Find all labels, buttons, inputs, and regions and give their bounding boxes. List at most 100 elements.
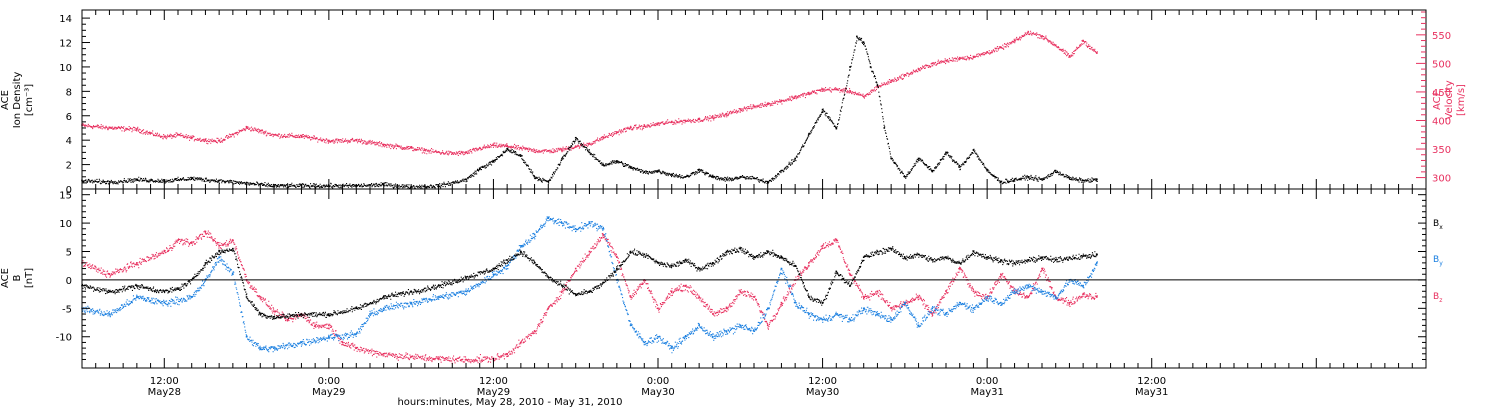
bx-point	[904, 256, 906, 258]
velocity-point	[725, 112, 728, 115]
density-point	[958, 166, 961, 168]
velocity-tick-label: 450	[1432, 88, 1451, 99]
by-point	[218, 256, 220, 258]
bz-point	[1068, 301, 1071, 304]
density-point	[698, 168, 700, 171]
by-point	[382, 307, 385, 310]
legend-label: B	[1433, 292, 1439, 302]
velocity-point	[506, 144, 508, 147]
density-tick-label: 2	[66, 161, 72, 172]
bz-point	[506, 352, 508, 355]
by-point	[904, 301, 906, 304]
density-velocity-series	[81, 30, 1098, 190]
bz-point	[259, 296, 262, 298]
velocity-point	[1082, 39, 1084, 42]
density-point	[218, 179, 220, 182]
bz-point	[835, 239, 838, 241]
by-point	[300, 341, 303, 344]
bx-point	[273, 316, 275, 318]
field-tick-label: 0	[66, 276, 72, 287]
density-point	[856, 35, 858, 38]
bz-point	[725, 307, 728, 310]
velocity-point	[561, 148, 563, 150]
density-point	[588, 151, 591, 154]
by-point	[794, 301, 796, 304]
axis-label-line: ACE	[1432, 90, 1443, 110]
top-panel-frame	[81, 9, 1427, 190]
by-point	[917, 324, 920, 327]
bz-point	[821, 245, 824, 247]
bx-point	[616, 267, 618, 270]
bx-point	[355, 307, 358, 310]
axis-label-line: ACE	[0, 90, 11, 110]
by-point	[533, 233, 536, 236]
velocity-point	[972, 55, 975, 58]
time-tick-label: 12:00	[808, 376, 837, 387]
density-tick-label: 10	[59, 63, 72, 74]
density-point	[492, 160, 495, 162]
bx-point	[986, 256, 988, 258]
density-point	[670, 173, 673, 176]
by-point	[108, 313, 111, 315]
bx-point	[766, 250, 769, 253]
axis-label-line: Ion Density	[12, 72, 23, 129]
bx-point	[245, 296, 248, 298]
density-point	[533, 175, 536, 178]
by-point	[1082, 284, 1084, 287]
legend-label: B	[1433, 255, 1439, 265]
bz-point	[547, 307, 550, 310]
magnetic-field-series	[81, 216, 1098, 364]
density-point	[561, 157, 563, 160]
velocity-point	[629, 126, 632, 129]
bx-point	[862, 256, 865, 258]
by-point	[574, 227, 577, 230]
density-point	[883, 127, 886, 129]
bx-point	[931, 259, 934, 261]
density-point	[917, 157, 920, 160]
by-point	[1096, 262, 1098, 264]
velocity-point	[492, 144, 495, 146]
by-point	[670, 347, 673, 349]
bz-scatter	[82, 230, 1098, 364]
by-point	[232, 273, 234, 276]
bx-point	[972, 250, 975, 253]
velocity-tick-label: 500	[1432, 59, 1451, 70]
velocity-point	[1027, 31, 1030, 33]
time-tick-label: 12:00	[150, 376, 179, 387]
bottom-panel-frame	[81, 188, 1427, 369]
velocity-point	[574, 145, 577, 147]
by-point	[547, 216, 550, 219]
by-point	[1027, 284, 1030, 287]
density-tick-label: 12	[59, 39, 72, 50]
bx-point	[835, 270, 838, 273]
density-point	[506, 147, 508, 150]
by-point	[492, 273, 495, 276]
bz-point	[629, 296, 632, 298]
time-tick-label: 0:00	[647, 376, 669, 387]
bx-point	[739, 247, 742, 250]
by-point	[808, 313, 810, 315]
velocity-point	[245, 126, 248, 129]
density-point	[808, 133, 810, 135]
bz-point	[328, 324, 330, 327]
density-point	[1096, 178, 1098, 181]
time-axis-ticks: 12:00May280:00May2912:00May290:00May3012…	[81, 10, 1427, 398]
bz-point	[1041, 267, 1043, 270]
bx-point	[232, 247, 234, 250]
field-tick-label: 10	[59, 219, 72, 230]
velocity-tick-label: 550	[1432, 31, 1451, 42]
velocity-point	[684, 119, 687, 122]
by-point	[602, 227, 604, 230]
bz-point	[958, 267, 961, 270]
bz-point	[1000, 273, 1002, 276]
density-point	[108, 180, 111, 183]
date-tick-label: May30	[641, 387, 674, 398]
density-point	[931, 169, 934, 172]
time-tick-label: 0:00	[976, 376, 998, 387]
velocity-tick-label: 400	[1432, 116, 1451, 127]
bz-point	[698, 296, 700, 298]
date-tick-label: May31	[1135, 387, 1168, 398]
bx-point	[780, 256, 783, 258]
bz-point	[602, 233, 604, 236]
